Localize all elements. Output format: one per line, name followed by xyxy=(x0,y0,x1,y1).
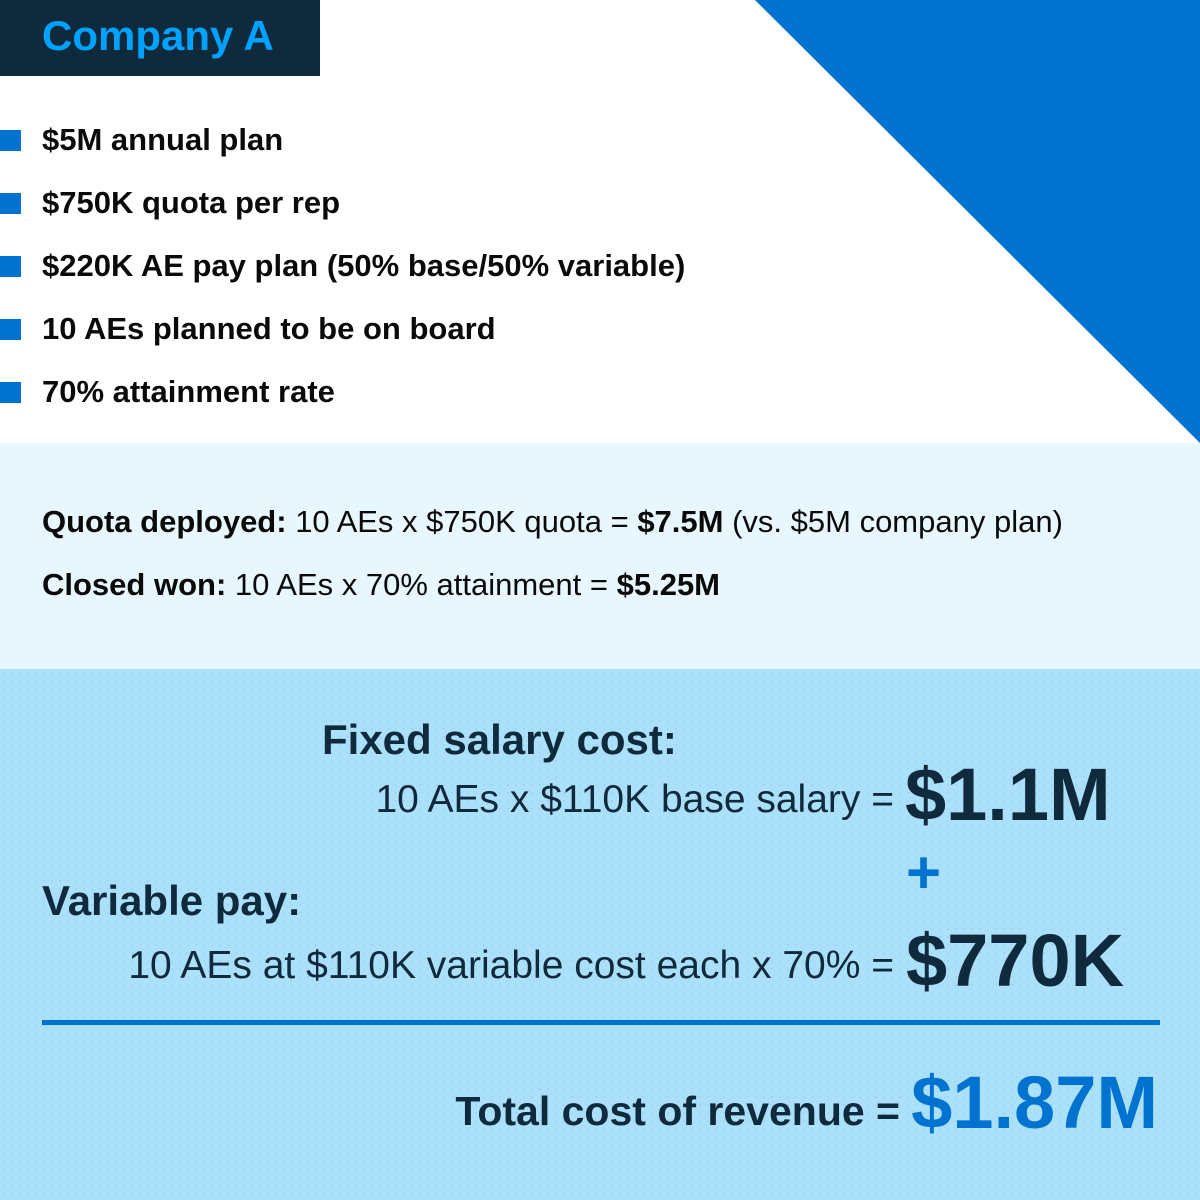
corner-triangle-decoration xyxy=(755,0,1200,443)
list-item-text: $5M annual plan xyxy=(42,122,284,157)
square-bullet-icon xyxy=(0,255,21,277)
square-bullet-icon xyxy=(0,192,21,214)
list-item: $750K quota per rep xyxy=(0,183,340,223)
list-item: $220K AE pay plan (50% base/50% variable… xyxy=(0,246,685,286)
quota-deployed-line: Quota deployed: 10 AEs x $750K quota = $… xyxy=(42,504,1063,540)
list-item-text: 70% attainment rate xyxy=(42,374,335,409)
page-title: Company A xyxy=(42,12,274,59)
quota-result: $7.5M xyxy=(637,504,724,539)
square-bullet-icon xyxy=(0,318,21,340)
cost-band xyxy=(0,669,1200,1200)
quota-label: Quota deployed: xyxy=(42,504,287,539)
variable-pay-value: $770K xyxy=(906,919,1125,1002)
list-item: 10 AEs planned to be on board xyxy=(0,309,496,349)
quota-note: (vs. $5M company plan) xyxy=(723,504,1063,539)
variable-pay-formula: 10 AEs at $110K variable cost each x 70%… xyxy=(128,944,894,987)
square-bullet-icon xyxy=(0,129,21,151)
total-cost-value: $1.87M xyxy=(911,1061,1158,1144)
title-banner: Company A xyxy=(0,0,320,76)
closed-won-line: Closed won: 10 AEs x 70% attainment = $5… xyxy=(42,567,720,603)
fixed-salary-value: $1.1M xyxy=(905,753,1111,836)
sum-divider xyxy=(42,1020,1160,1025)
list-item-text: 10 AEs planned to be on board xyxy=(42,311,496,346)
total-cost-label: Total cost of revenue = xyxy=(455,1088,900,1134)
list-item: 70% attainment rate xyxy=(0,372,335,412)
list-item-text: $750K quota per rep xyxy=(42,185,341,220)
closed-result: $5.25M xyxy=(616,567,721,602)
variable-pay-label: Variable pay: xyxy=(42,877,302,924)
fixed-salary-label: Fixed salary cost: xyxy=(322,716,677,763)
closed-formula: 10 AEs x 70% attainment = xyxy=(226,567,617,602)
fixed-salary-formula: 10 AEs x $110K base salary = xyxy=(375,778,894,821)
plus-sign: + xyxy=(906,839,942,906)
summary-band: Quota deployed: 10 AEs x $750K quota = $… xyxy=(0,443,1200,669)
closed-label: Closed won: xyxy=(42,567,227,602)
square-bullet-icon xyxy=(0,381,21,403)
list-item-text: $220K AE pay plan (50% base/50% variable… xyxy=(42,248,686,283)
list-item: $5M annual plan xyxy=(0,120,283,160)
quota-formula: 10 AEs x $750K quota = xyxy=(286,504,638,539)
